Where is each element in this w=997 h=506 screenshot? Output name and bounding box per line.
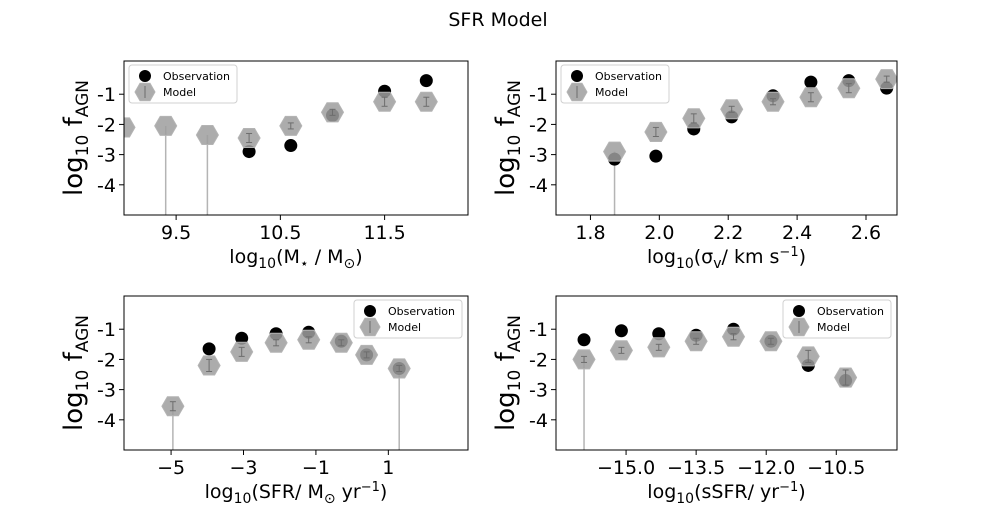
legend-observation-label: Observation bbox=[163, 70, 230, 83]
y-axis-label: log10 fAGN bbox=[491, 80, 525, 196]
x-tick-label: −1 bbox=[302, 457, 330, 479]
observation-point bbox=[202, 342, 216, 356]
y-tick-label: -2 bbox=[97, 114, 116, 136]
observation-point bbox=[235, 331, 249, 345]
x-tick-label: 1 bbox=[382, 457, 394, 479]
axes-frame bbox=[555, 295, 898, 451]
y-tick-label: -3 bbox=[529, 380, 548, 402]
legend-model-label: Model bbox=[595, 86, 628, 99]
y-tick-label: -3 bbox=[97, 145, 116, 167]
observation-point bbox=[577, 333, 591, 347]
model-point bbox=[195, 125, 219, 145]
y-axis-label: log10 fAGN bbox=[59, 315, 93, 431]
observation-point bbox=[652, 327, 666, 341]
y-tick-label: -2 bbox=[529, 114, 548, 136]
x-tick-label: −3 bbox=[229, 457, 257, 479]
x-tick-label: −5 bbox=[157, 457, 185, 479]
y-axis-label: log10 fAGN bbox=[59, 80, 93, 196]
legend-box bbox=[128, 64, 238, 104]
legend: Observation Model bbox=[782, 299, 892, 339]
plot-area bbox=[161, 325, 411, 450]
legend-observation-marker bbox=[793, 305, 805, 317]
y-tick-label: -4 bbox=[97, 175, 116, 197]
y-axis-label: log10 fAGN bbox=[491, 315, 525, 431]
legend-box bbox=[782, 299, 892, 339]
x-tick-label: −15.0 bbox=[597, 457, 655, 479]
model-point bbox=[124, 117, 136, 138]
y-tick-label: -1 bbox=[529, 84, 548, 106]
model-point bbox=[154, 115, 178, 136]
y-tick-label: -1 bbox=[97, 84, 116, 106]
y-tick-label: -3 bbox=[529, 145, 548, 167]
y-tick-label: -2 bbox=[97, 349, 116, 371]
axes-frame bbox=[123, 60, 469, 216]
figure-title: SFR Model bbox=[448, 9, 547, 31]
x-tick-label: −12.0 bbox=[737, 457, 795, 479]
x-tick-label: 11.5 bbox=[363, 222, 405, 244]
observation-point bbox=[284, 139, 298, 153]
legend-observation-marker bbox=[139, 70, 151, 82]
x-tick-label: 2.6 bbox=[851, 222, 881, 244]
x-tick-label: 1.8 bbox=[575, 222, 605, 244]
legend-observation-marker bbox=[364, 305, 376, 317]
x-axis-label: log10(sSFR/ yr−1) bbox=[647, 480, 805, 506]
legend-box bbox=[353, 299, 463, 339]
x-axis-label: log10(M⋆ / M⊙) bbox=[229, 246, 362, 272]
y-tick-label: -4 bbox=[97, 410, 116, 432]
y-tick-label: -4 bbox=[529, 175, 548, 197]
y-tick-label: -1 bbox=[529, 319, 548, 341]
legend-observation-label: Observation bbox=[817, 305, 884, 318]
legend-observation-label: Observation bbox=[388, 305, 455, 318]
x-tick-label: 10.5 bbox=[259, 222, 301, 244]
legend-model-label: Model bbox=[163, 86, 196, 99]
x-axis-label: log10(SFR/ M⊙ yr−1) bbox=[205, 480, 388, 506]
y-tick-label: -4 bbox=[529, 410, 548, 432]
axes-frame bbox=[123, 295, 469, 451]
observation-point bbox=[419, 74, 433, 88]
legend: Observation Model bbox=[128, 64, 238, 104]
x-tick-label: 2.4 bbox=[782, 222, 812, 244]
legend-observation-label: Observation bbox=[595, 70, 662, 83]
legend-observation-marker bbox=[571, 70, 583, 82]
y-tick-label: -1 bbox=[97, 319, 116, 341]
axes-frame bbox=[555, 60, 898, 216]
observation-point bbox=[614, 324, 628, 338]
observation-point bbox=[804, 75, 818, 89]
legend-model-label: Model bbox=[388, 321, 421, 334]
x-tick-label: −10.5 bbox=[807, 457, 865, 479]
plot-area bbox=[603, 69, 897, 215]
legend: Observation Model bbox=[353, 299, 463, 339]
y-tick-label: -3 bbox=[97, 380, 116, 402]
x-tick-label: 2.0 bbox=[644, 222, 674, 244]
plot-area bbox=[572, 322, 858, 450]
observation-point bbox=[242, 145, 256, 159]
legend-model-label: Model bbox=[817, 321, 850, 334]
x-tick-label: −13.5 bbox=[667, 457, 725, 479]
model-point bbox=[603, 141, 627, 162]
x-tick-label: 2.2 bbox=[713, 222, 743, 244]
legend-box bbox=[560, 64, 670, 104]
x-tick-label: 9.5 bbox=[161, 222, 191, 244]
y-tick-label: -2 bbox=[529, 349, 548, 371]
legend: Observation Model bbox=[560, 64, 670, 104]
observation-point bbox=[649, 149, 663, 163]
x-axis-label: log10(σv/ km s−1) bbox=[647, 245, 806, 272]
plot-area bbox=[124, 74, 438, 215]
